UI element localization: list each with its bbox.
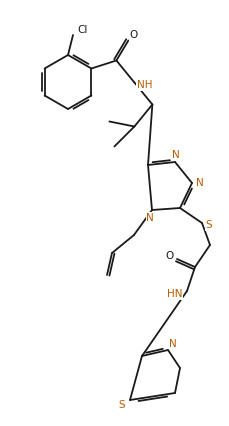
- Text: O: O: [166, 251, 174, 261]
- Text: NH: NH: [137, 81, 152, 90]
- Text: HN: HN: [167, 289, 183, 299]
- Text: S: S: [119, 400, 125, 410]
- Text: N: N: [172, 150, 180, 160]
- Text: N: N: [169, 339, 177, 349]
- Text: N: N: [146, 213, 154, 223]
- Text: N: N: [196, 178, 204, 188]
- Text: S: S: [206, 220, 212, 230]
- Text: Cl: Cl: [78, 25, 88, 35]
- Text: O: O: [129, 31, 137, 40]
